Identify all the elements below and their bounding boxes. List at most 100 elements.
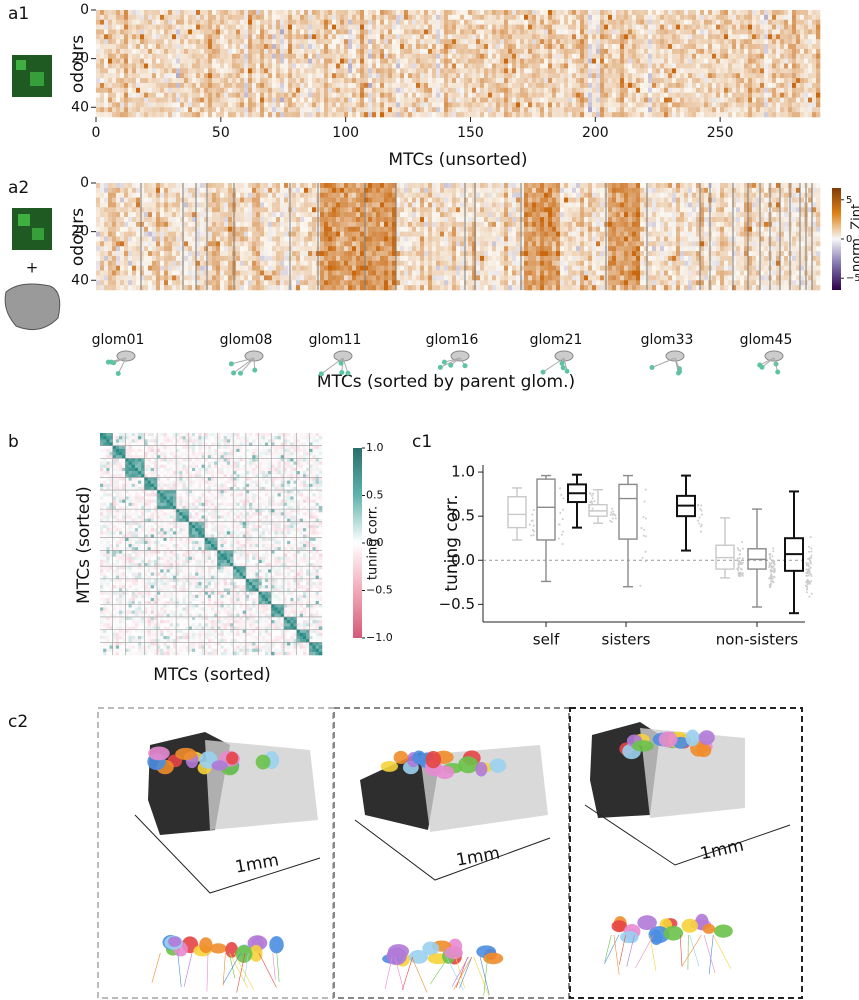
heatmap-cell — [112, 275, 117, 281]
heatmap-cell — [244, 221, 249, 228]
heatmap-cell — [640, 82, 645, 89]
heatmap-cell — [636, 63, 641, 69]
heatmap-cell — [164, 260, 169, 266]
heatmap-cell — [184, 231, 189, 237]
heatmap-cell — [396, 112, 401, 118]
heatmap-cell — [220, 78, 225, 84]
heatmap-cell — [772, 102, 777, 108]
heatmap-cell — [816, 53, 821, 59]
heatmap-cell — [272, 183, 277, 189]
heatmap-cell — [408, 44, 413, 50]
heatmap-cell — [420, 24, 425, 30]
heatmap-cell — [660, 39, 665, 45]
heatmap-cell — [716, 97, 721, 103]
heatmap-cell — [496, 29, 501, 35]
heatmap-cell — [544, 87, 549, 93]
heatmap-cell — [436, 14, 441, 21]
heatmap-cell — [676, 97, 681, 103]
heatmap-cell — [712, 78, 717, 84]
heatmap-cell — [508, 68, 513, 74]
heatmap-cell — [148, 10, 153, 16]
heatmap-cell — [152, 270, 157, 276]
heatmap-cell — [160, 112, 165, 118]
heatmap-cell — [340, 39, 345, 45]
heatmap-cell — [552, 68, 557, 74]
heatmap-cell — [540, 102, 545, 108]
heatmap-cell — [172, 97, 177, 103]
heatmap-cell — [436, 58, 441, 64]
heatmap-cell — [464, 107, 469, 113]
heatmap-cell — [268, 82, 273, 89]
heatmap-cell — [252, 48, 257, 55]
heatmap-cell — [136, 48, 141, 55]
heatmap-cell — [452, 92, 457, 98]
heatmap-cell — [404, 102, 409, 108]
heatmap-cell — [148, 226, 153, 232]
heatmap-cell — [468, 19, 473, 25]
heatmap-cell — [488, 73, 493, 79]
heatmap-cell — [808, 78, 813, 84]
heatmap-cell — [476, 68, 481, 74]
heatmap-cell — [288, 58, 293, 64]
heatmap-cell — [172, 236, 177, 242]
heatmap-cell — [244, 217, 249, 223]
heatmap-cell — [100, 265, 105, 271]
heatmap-cell — [608, 87, 613, 93]
heatmap-cell — [520, 14, 525, 21]
heatmap-cell — [296, 68, 301, 74]
heatmap-cell — [200, 24, 205, 30]
heatmap-cell — [308, 48, 313, 55]
heatmap-cell — [264, 217, 269, 223]
heatmap-cell — [524, 24, 529, 30]
heatmap-cell — [168, 87, 173, 93]
heatmap-cell — [160, 53, 165, 59]
heatmap-cell — [768, 87, 773, 93]
heatmap-cell — [440, 68, 445, 74]
heatmap-cell — [420, 48, 425, 55]
heatmap-cell — [108, 217, 113, 223]
heatmap-cell — [376, 24, 381, 30]
heatmap-cell — [200, 221, 205, 228]
heatmap-cell — [124, 285, 129, 291]
heatmap-cell — [536, 19, 541, 25]
heatmap-cell — [264, 255, 269, 262]
heatmap-cell — [156, 19, 161, 25]
heatmap-cell — [332, 24, 337, 30]
heatmap-cell — [432, 14, 437, 21]
heatmap-cell — [376, 14, 381, 21]
heatmap-cell — [800, 19, 805, 25]
heatmap-cell — [176, 270, 181, 276]
heatmap-cell — [648, 73, 653, 79]
heatmap-cell — [136, 24, 141, 30]
heatmap-cell — [188, 217, 193, 223]
heatmap-cell — [776, 112, 781, 118]
heatmap-cell — [660, 78, 665, 84]
heatmap-cell — [232, 48, 237, 55]
heatmap-cell — [816, 97, 821, 103]
heatmap-cell — [788, 19, 793, 25]
heatmap-cell — [572, 24, 577, 30]
heatmap-cell — [184, 112, 189, 118]
heatmap-cell — [552, 48, 557, 55]
heatmap-cell — [524, 34, 529, 40]
heatmap-cell — [324, 58, 329, 64]
heatmap-cell — [528, 92, 533, 98]
heatmap-cell — [216, 285, 221, 291]
heatmap-cell — [320, 39, 325, 45]
heatmap-cell — [176, 24, 181, 30]
heatmap-cell — [212, 246, 217, 252]
heatmap-cell — [756, 82, 761, 89]
heatmap-cell — [124, 251, 129, 257]
heatmap-cell — [188, 251, 193, 257]
heatmap-cell — [188, 192, 193, 198]
heatmap-cell — [428, 53, 433, 59]
heatmap-cell — [200, 255, 205, 262]
heatmap-cell — [204, 68, 209, 74]
heatmap-cell — [108, 44, 113, 50]
heatmap-cell — [772, 112, 777, 118]
heatmap-cell — [668, 92, 673, 98]
heatmap-cell — [776, 73, 781, 79]
heatmap-cell — [108, 58, 113, 64]
heatmap-cell — [268, 265, 273, 271]
heatmap-cell — [156, 14, 161, 21]
